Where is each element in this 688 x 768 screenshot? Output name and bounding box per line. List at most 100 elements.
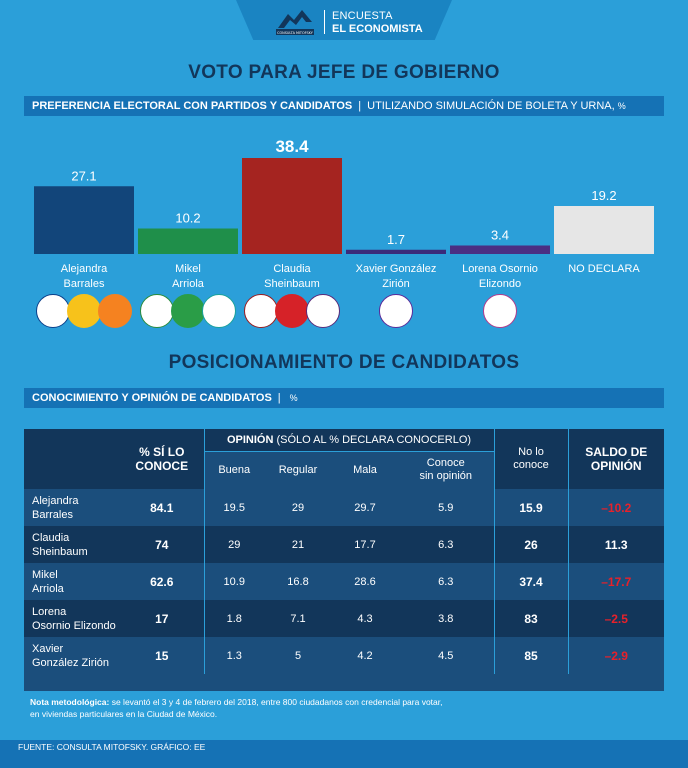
table-row: Claudia Sheinbaum 74 29 21 17.7 6.3 26 11.3 xyxy=(24,526,664,563)
bar-value-label-5: 19.2 xyxy=(591,188,616,203)
candidate-name-line1: NO DECLARA xyxy=(568,263,640,275)
row-candidate-name: Xavier González Zirión xyxy=(32,642,110,669)
party-logo-na-icon xyxy=(202,294,236,328)
strip-conocimiento-main: CONOCIMIENTO Y OPINIÓN DE CANDIDATOS xyxy=(32,392,272,404)
candidate-name-line2: Sheinbaum xyxy=(264,278,320,290)
candidate-label-2: Claudia Sheinbaum xyxy=(240,262,344,292)
cell-saldo: –10.2 xyxy=(567,489,664,526)
row-candidate-name: Alejandra Barrales xyxy=(32,494,79,521)
cell-sin: 4.5 xyxy=(438,649,454,662)
cell-regular: 5 xyxy=(294,649,302,662)
nota-text2: en viviendas particulares en la Ciudad d… xyxy=(30,709,218,719)
cell-sin: 6.3 xyxy=(438,575,454,588)
strip-preferencia-main: PREFERENCIA ELECTORAL CON PARTIDOS Y CAN… xyxy=(32,100,353,112)
party-logos-4 xyxy=(448,294,552,330)
strip-preferencia-unit: % xyxy=(617,101,626,111)
cell-buena: 1.8 xyxy=(203,600,264,637)
table-row: Alejandra Barrales 84.1 19.5 29 29.7 5.9 15.9 –1… xyxy=(24,489,664,526)
cell-nolo: 37.4 xyxy=(493,563,568,600)
bar-value-label-3: 1.7 xyxy=(387,232,405,247)
table-row: Mikel Arriola 62.6 10.9 16.8 28.6 6.3 37.4 –17.7 xyxy=(24,563,664,600)
cell-saldo: 11.3 xyxy=(567,526,664,563)
cell-nolo: 85 xyxy=(493,637,568,674)
cell-si: 17 xyxy=(155,611,169,626)
candidate-name-line1: Alejandra xyxy=(60,263,108,275)
strip-preferencia-sub: UTILIZANDO SIMULACIÓN DE BOLETA Y URNA, xyxy=(367,100,615,112)
strip-conocimiento-unit: % xyxy=(289,393,298,403)
candidate-name-line1: Claudia xyxy=(273,263,311,275)
cell-sin: 5.9 xyxy=(438,501,454,514)
cell-regular: 7.1 xyxy=(290,612,306,625)
preference-bar-chart: 27.1 10.2 38.4 1.7 3.4 19.2 xyxy=(34,137,654,254)
candidate-name-line2: Zirión xyxy=(382,278,410,290)
party-logos-2 xyxy=(240,294,344,330)
bar-0 xyxy=(34,186,134,254)
cell-nolo: 83 xyxy=(493,600,568,637)
candidate-name-line2: Arriola xyxy=(172,278,204,290)
header-encuesta: ENCUESTA xyxy=(332,10,393,22)
candidate-label-4: Lorena Osornio Elizondo xyxy=(448,262,552,292)
cell-mala: 17.7 xyxy=(354,538,376,551)
bar-2 xyxy=(242,158,342,254)
bar-value-label-1: 10.2 xyxy=(175,211,200,226)
candidate-name-line2: Barrales xyxy=(63,278,105,290)
strip-preferencia: PREFERENCIA ELECTORAL CON PARTIDOS Y CAN… xyxy=(24,96,664,116)
header-el-economista: EL ECONOMISTA xyxy=(332,23,423,35)
th-candidate xyxy=(24,429,120,489)
cell-sin: 6.3 xyxy=(438,538,454,551)
cell-saldo: –17.7 xyxy=(567,563,664,600)
bar-3 xyxy=(346,249,446,254)
cell-si: 15 xyxy=(155,648,169,663)
candidate-label-1: Mikel Arriola xyxy=(136,262,240,292)
party-logos-0 xyxy=(32,294,136,330)
header-divider xyxy=(324,10,325,34)
th-si-conoce: % SÍ LO CONOCE xyxy=(120,429,204,489)
title-voto: VOTO PARA JEFE DE GOBIERNO xyxy=(188,62,500,83)
cell-saldo: –2.5 xyxy=(567,600,664,637)
cell-mala: 4.3 xyxy=(357,612,373,625)
th-regular: Regular xyxy=(264,451,332,489)
party-logo-ind-icon xyxy=(483,294,517,328)
party-logo-morena-icon xyxy=(244,294,278,328)
row-candidate-name: Mikel Arriola xyxy=(32,568,64,595)
cell-mala: 29.7 xyxy=(354,501,376,514)
candidate-label-5: NO DECLARA xyxy=(552,262,656,277)
bar-value-label-2: 38.4 xyxy=(275,137,309,156)
strip-preferencia-sep: | xyxy=(358,100,362,112)
opinion-table: % SÍ LO CONOCE OPINIÓN (SÓLO AL % DECLARA… xyxy=(24,429,664,674)
cell-regular: 29 xyxy=(291,501,305,514)
candidate-name-line2: Elizondo xyxy=(478,278,522,290)
strip-conocimiento: CONOCIMIENTO Y OPINIÓN DE CANDIDATOS |% xyxy=(24,388,664,408)
row-candidate-name: Claudia Sheinbaum xyxy=(32,531,88,558)
cell-nolo: 26 xyxy=(493,526,568,563)
candidate-name-line1: Mikel xyxy=(175,263,201,275)
cell-mala: 28.6 xyxy=(354,575,376,588)
table-row: Lorena Osornio Elizondo 17 1.8 7.1 4.3 3.8 83 –2… xyxy=(24,600,664,637)
th-mala: Mala xyxy=(332,451,398,489)
th-buena: Buena xyxy=(203,451,264,489)
logo-text: CONSULTA MITOFSKY xyxy=(277,31,314,35)
th-saldo: SALDO DE OPINIÓN xyxy=(567,429,664,489)
table-body: Alejandra Barrales 84.1 19.5 29 29.7 5.9 15.9 –1… xyxy=(24,489,664,674)
cell-buena: 29 xyxy=(203,526,264,563)
cell-si: 62.6 xyxy=(150,574,174,589)
consulta-mitofsky-logo: CONSULTA MITOFSKY xyxy=(276,10,314,35)
opinion-table-wrap: % SÍ LO CONOCE OPINIÓN (SÓLO AL % DECLARA… xyxy=(24,429,664,691)
party-logo-pri-icon xyxy=(140,294,174,328)
cell-saldo: –2.9 xyxy=(567,637,664,674)
party-logo-mc-icon xyxy=(98,294,132,328)
cell-si: 84.1 xyxy=(150,500,174,515)
strip-conocimiento-sep: | xyxy=(277,392,281,404)
bar-4 xyxy=(450,245,550,254)
row-candidate-name: Lorena Osornio Elizondo xyxy=(32,605,116,632)
th-opinion: OPINIÓN (SÓLO AL % DECLARA CONOCERLO) xyxy=(203,429,494,452)
title-posicionamiento: POSICIONAMIENTO DE CANDIDATOS xyxy=(168,352,520,373)
bar-value-label-0: 27.1 xyxy=(71,168,96,183)
party-logo-pan-icon xyxy=(36,294,70,328)
methodology-note: Nota metodológica: se levantó el 3 y 4 d… xyxy=(30,696,650,720)
party-logos-3 xyxy=(344,294,448,330)
footer-source: FUENTE: CONSULTA MITOFSKY. GRÁFICO: EE xyxy=(0,740,688,768)
bar-5 xyxy=(554,206,654,254)
candidate-name-line1: Lorena Osornio xyxy=(462,263,538,275)
party-logo-juntos-icon xyxy=(379,294,413,328)
